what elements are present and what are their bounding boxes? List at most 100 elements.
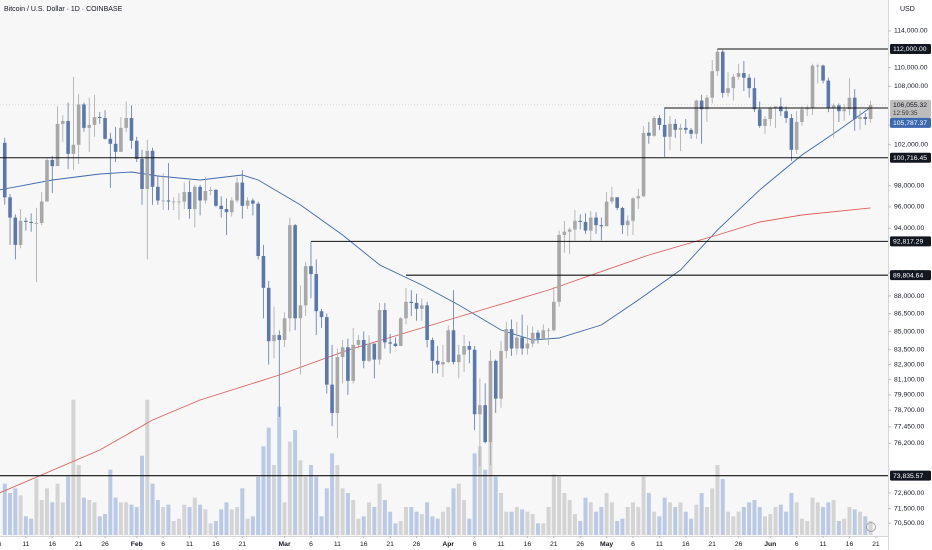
volume-bar <box>847 507 852 535</box>
candle-body <box>625 220 630 226</box>
volume-bar <box>836 521 841 535</box>
candle-body <box>604 201 609 227</box>
volume-bar <box>97 516 102 535</box>
volume-bar <box>92 502 97 535</box>
candle-body <box>710 71 714 98</box>
volume-bar <box>520 509 525 535</box>
candle-body <box>161 200 165 202</box>
candle-body <box>87 124 92 128</box>
volume-bar <box>530 514 535 535</box>
candle-body <box>193 186 197 209</box>
candle-body <box>303 266 308 306</box>
volume-bar <box>667 502 672 535</box>
candle-body <box>420 305 424 309</box>
level-label-box <box>890 270 931 281</box>
candle-body <box>641 132 646 197</box>
x-tick-label: 26 <box>413 541 421 548</box>
candle-body <box>599 225 604 227</box>
x-tick-label: 21 <box>239 541 247 548</box>
y-tick-label: 82,300.00 <box>894 361 924 368</box>
volume-bar <box>615 521 620 535</box>
candle-body <box>736 73 741 77</box>
volume-bar <box>535 523 540 535</box>
candle-body <box>689 129 693 134</box>
volume-bar <box>314 476 319 535</box>
y-tick-label: 76,200.00 <box>894 440 924 447</box>
candle-body <box>377 310 382 360</box>
candle-body <box>615 197 619 208</box>
y-tick-label: 78,700.00 <box>894 407 924 414</box>
y-tick-label: 88,000.00 <box>894 293 924 300</box>
candle-body <box>456 354 461 363</box>
volume-bar <box>50 502 55 535</box>
candle-body <box>272 335 276 342</box>
chart-title: Bitcoin / U.S. Dollar · 1D · COINBASE <box>4 6 123 13</box>
volume-bar <box>324 488 329 535</box>
candle-body <box>18 220 23 245</box>
x-tick-label: Apr <box>442 541 454 548</box>
volume-bar <box>778 504 783 535</box>
y-tick-label: 77,450.00 <box>894 424 924 431</box>
candle-body <box>198 186 202 201</box>
candle-body <box>203 190 208 201</box>
volume-bar <box>567 500 572 535</box>
x-tick-label: 16 <box>48 541 56 548</box>
candle-body <box>166 200 171 202</box>
candle-body <box>261 256 266 288</box>
volume-bar <box>351 500 356 535</box>
candle-body <box>493 360 498 399</box>
volume-bar <box>240 488 245 535</box>
candle-body <box>119 127 123 152</box>
volume-bar <box>2 483 7 535</box>
volume-bar <box>155 500 160 535</box>
x-tick-label: 6 <box>631 541 635 548</box>
candle-body <box>478 405 482 415</box>
volume-bar <box>736 511 741 535</box>
volume-bar <box>161 507 166 535</box>
volume-bar <box>66 476 71 535</box>
candle-body <box>441 362 445 365</box>
candle-body <box>699 100 704 110</box>
volume-bar <box>462 500 467 535</box>
candle-body <box>235 182 239 201</box>
x-tick-label: 11 <box>656 541 663 548</box>
volume-bar <box>631 502 636 535</box>
x-tick-label: 11 <box>820 541 827 548</box>
candle-body <box>277 335 282 340</box>
candle-body <box>29 221 33 223</box>
volume-bar <box>330 453 335 535</box>
volume-bar <box>678 502 683 535</box>
volume-bar <box>145 399 150 535</box>
volume-bar <box>689 518 694 535</box>
axes: 114,000.00110,000.00108,000.00104,000.00… <box>0 28 931 548</box>
auto-scale-icon[interactable] <box>866 522 876 532</box>
volume-bar <box>546 507 551 535</box>
volume-bar <box>361 516 366 535</box>
candle-body <box>76 104 81 145</box>
candle-body <box>82 104 86 128</box>
volume-bar <box>23 516 28 535</box>
candle-body <box>636 196 641 199</box>
candle-body <box>383 310 387 343</box>
volume-bar <box>192 497 197 535</box>
volume-bar <box>308 465 313 535</box>
volume-bar <box>863 516 868 535</box>
volume-bar <box>377 483 382 535</box>
volume-bar <box>551 474 556 535</box>
candle-body <box>97 117 102 119</box>
level-label-box <box>890 470 931 481</box>
candle-body <box>509 329 514 349</box>
level-label-box <box>890 152 931 163</box>
x-tick-label: Feb <box>131 541 143 548</box>
volume-bar <box>726 511 731 535</box>
candle-body <box>2 142 7 198</box>
title-background <box>2 3 110 14</box>
volume-bar <box>747 502 752 535</box>
x-tick-label: Jun <box>764 541 776 548</box>
price-label-box <box>890 99 931 118</box>
candle-body <box>150 150 155 187</box>
volume-bar <box>472 453 477 535</box>
candle-body <box>266 287 271 342</box>
volume-bar <box>852 509 857 535</box>
